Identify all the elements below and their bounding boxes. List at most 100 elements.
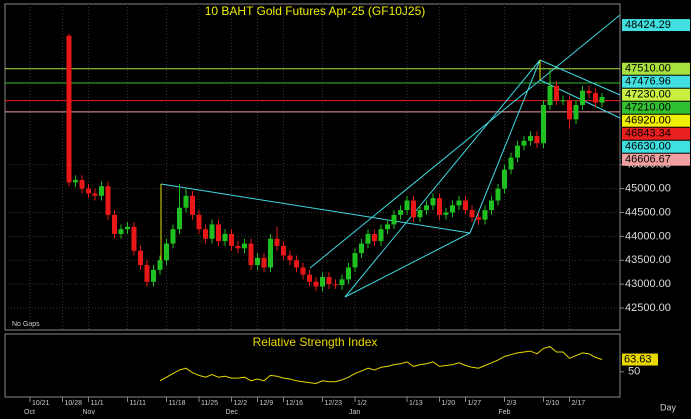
rsi-panel (4, 333, 621, 398)
x-tick-label: 11/18 (169, 400, 186, 407)
trendline (309, 14, 621, 269)
candle-body (534, 136, 540, 144)
x-tick-label: 2/10 (546, 400, 560, 407)
x-tick-label: 10/28 (65, 400, 83, 407)
candle-body (313, 281, 319, 287)
x-tick-label: 11/25 (201, 400, 218, 407)
candle-body (222, 233, 228, 242)
candle-body (567, 100, 572, 120)
candle-body (599, 96, 605, 103)
level-box (622, 75, 690, 88)
trendline (344, 232, 471, 298)
month-label: Dec (226, 409, 239, 416)
rsi-value-box (622, 353, 658, 366)
candle-body (300, 267, 306, 275)
x-tick-label: 1/2 (357, 400, 367, 407)
candle-body (528, 136, 533, 141)
candle-body (203, 229, 208, 239)
x-tick-label: 12/23 (325, 400, 343, 407)
candle-body (450, 205, 455, 213)
x-tick-label: 1/20 (442, 400, 456, 407)
month-label: Feb (499, 409, 511, 416)
candle-body (489, 200, 494, 211)
candle-body (294, 260, 299, 268)
level-box (622, 127, 690, 140)
candle-body (476, 217, 481, 220)
candle-body (118, 229, 124, 234)
candle-body (99, 186, 104, 196)
candle-body (365, 233, 371, 244)
candle-body (86, 188, 91, 194)
trendline (344, 59, 541, 298)
x-tick-label: 11/1 (91, 400, 104, 407)
level-label: 46606.67 (625, 154, 671, 166)
candle-body (261, 257, 267, 268)
candle-body (287, 255, 293, 261)
candle-body (385, 224, 390, 230)
level-box (622, 88, 690, 101)
candle-body (430, 198, 436, 206)
candle-body (320, 276, 325, 287)
candle-body (593, 93, 598, 103)
candle-body (255, 257, 260, 266)
candle-body (216, 224, 221, 242)
main-panel (4, 3, 621, 331)
candle-body (443, 212, 449, 215)
x-tick-label: 1/27 (468, 400, 482, 407)
y-tick-label: 42500.00 (625, 302, 671, 314)
x-tick-label: 2/3 (507, 400, 517, 407)
y-tick-label: 43500.00 (625, 254, 671, 266)
candle-body (411, 200, 416, 218)
candle-body (274, 238, 280, 246)
level-label: 46630.00 (625, 141, 671, 153)
rsi-value-label: 63.63 (624, 353, 652, 365)
candle-body (339, 279, 345, 286)
candle-body (183, 195, 189, 208)
x-tick-label: 12/2 (234, 400, 248, 407)
level-label: 46843.34 (625, 128, 671, 140)
level-box (622, 19, 690, 32)
trendline (160, 183, 471, 234)
x-axis-label: Day (660, 402, 677, 412)
y-tick-label: 43000.00 (625, 278, 671, 290)
candle-body (190, 195, 195, 215)
candle-body (281, 245, 286, 256)
candle-body (73, 180, 78, 183)
candle-body (554, 85, 559, 101)
level-box (622, 62, 690, 75)
candle-body (268, 238, 273, 268)
candle-body (378, 229, 384, 242)
candle-body (235, 245, 241, 249)
candle-body (508, 157, 514, 170)
candle-body (417, 210, 423, 218)
rsi-title: Relative Strength Index (253, 335, 378, 349)
candle-body (307, 274, 312, 282)
candle-body (229, 233, 234, 246)
level-label: 46920.00 (625, 115, 671, 127)
x-tick-label: 2/17 (572, 400, 586, 407)
candle-body (463, 200, 468, 211)
x-tick-label: 12/16 (286, 400, 304, 407)
candle-body (66, 35, 72, 183)
month-label: Oct (24, 409, 35, 416)
candle-body (125, 226, 130, 230)
candle-body (404, 200, 410, 211)
x-tick-label: 1/13 (409, 400, 423, 407)
note: No Gaps (12, 321, 40, 328)
candle-body (580, 90, 585, 106)
candle-body (352, 253, 358, 268)
candle-body (326, 276, 332, 285)
candle-body (495, 188, 501, 201)
candle-body (359, 243, 364, 254)
candle-body (391, 214, 397, 225)
trendline (469, 59, 541, 234)
candle-body (164, 243, 169, 261)
candle-body (131, 226, 137, 251)
level-label: 48424.29 (625, 19, 671, 31)
month-label: Jan (349, 409, 360, 416)
candle-body (333, 284, 338, 286)
candle-body (209, 224, 215, 239)
candle-body (482, 210, 488, 220)
x-tick-label: 10/21 (32, 400, 50, 407)
